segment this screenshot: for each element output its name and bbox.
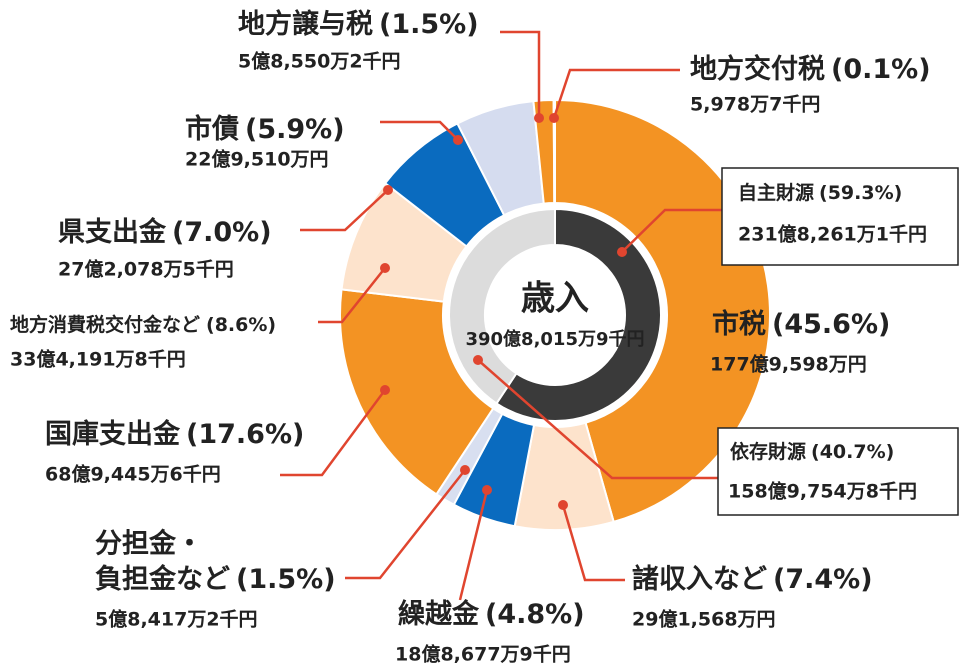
value-label: (59.3%) [819,182,902,204]
leader-dot [549,113,559,123]
category-label: 諸収入など [632,563,767,595]
category-label: 分担金・ [95,528,203,560]
value-label: (8.6%) [206,314,276,336]
label: 市税 (45.6%) [712,308,890,340]
label: 依存財源 (40.7%) [730,440,894,463]
label: 市債 (5.9%) [185,113,345,145]
leader-dot [558,500,568,510]
amount-label: 5億8,550万2千円 [238,50,401,73]
category-label: 県支出金 [58,216,167,248]
amount-label: 33億4,191万8千円 [10,348,186,371]
amount-label: 27億2,078万5千円 [58,258,234,281]
label: 諸収入など (7.4%) [632,563,873,595]
amount-label: 22億9,510万円 [185,148,329,171]
segment [339,288,495,496]
label: 負担金など (1.5%) [95,563,336,595]
leader-line [318,267,386,324]
leader-line [300,189,389,232]
label: 県支出金 (7.0%) [58,216,272,248]
leader-dot [383,185,393,195]
leader-dot [380,385,390,395]
leader-dot [453,135,463,145]
leader-line [458,489,489,601]
amount-label: 68億9,445万6千円 [45,463,221,486]
label: 地方消費税交付金など (8.6%) [10,313,276,336]
segment [554,98,771,524]
category-label: 地方交付税 [690,53,825,85]
leader-line [380,120,459,141]
center-label: 歳入 [521,279,589,319]
leader-line [280,389,387,477]
leader-dot [617,247,627,257]
label: 地方交付税 (0.1%) [690,53,931,85]
value-label: (0.1%) [831,54,931,85]
leader-dot [460,465,470,475]
category-label: 地方譲与税 [238,8,373,40]
label: 繰越金 (4.8%) [398,598,585,630]
value-label: (17.6%) [186,419,304,450]
leader-dot [380,263,390,273]
label-box [717,427,959,516]
amount-label: 5億8,417万2千円 [95,608,258,631]
segment [552,98,556,205]
label: 自主財源 (59.3%) [738,181,902,204]
category-label: 繰越金 [398,598,480,630]
value-label: (40.7%) [811,441,894,463]
leader-line [621,208,722,253]
category-label: 地方消費税交付金など [10,313,200,336]
leader-line [477,359,718,480]
amount-label: 18億8,677万9千円 [395,643,571,666]
value-label: (45.6%) [772,309,890,340]
amount-label: 29億1,568万円 [632,608,776,631]
value-label: (1.5%) [379,9,479,40]
amount-label: 158億9,754万8千円 [728,480,917,503]
amount-label: 5,978万7千円 [690,94,820,116]
value-label: (7.0%) [172,217,272,248]
category-label: 依存財源 [730,440,806,463]
value-label: (7.4%) [773,564,873,595]
category-label: 国庫支出金 [45,418,181,450]
leader-dot [473,355,483,365]
leader-line [561,504,625,582]
center-hole [485,245,625,385]
value-label: (5.9%) [245,114,345,145]
leader-line [500,30,541,118]
amount-label: 177億9,598万円 [710,353,867,376]
label: 国庫支出金 (17.6%) [45,418,304,450]
category-label: 市債 [185,113,239,145]
label: 地方譲与税 (1.5%) [238,8,479,40]
leader-dot [482,485,492,495]
total: 390億8,015万9千円 [465,328,644,350]
category-label: 市税 [712,308,766,340]
amount-label: 231億8,261万1千円 [738,223,927,246]
category-label: 自主財源 [738,181,814,204]
leader-line [552,68,680,119]
leader-line [345,469,466,580]
category-label: 負担金など [95,563,230,595]
label-box [721,167,959,266]
value-label: (4.8%) [485,599,585,630]
leader-dot [534,113,544,123]
value-label: (1.5%) [236,564,336,595]
